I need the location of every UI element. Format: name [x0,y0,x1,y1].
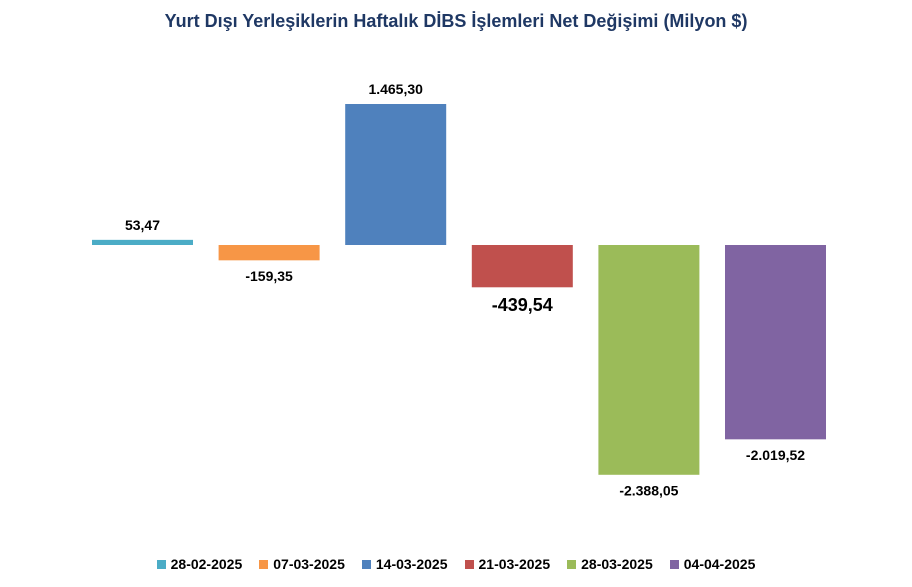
legend-swatch [464,559,474,569]
data-label-28-02-2025: 53,47 [125,217,160,233]
data-label-07-03-2025: -159,35 [245,268,293,284]
legend-item-07-03-2025: 07-03-2025 [259,556,345,572]
bar-21-03-2025 [471,245,573,288]
chart-legend: 28-02-2025 07-03-2025 14-03-2025 21-03-2025… [0,556,912,572]
chart-title: Yurt Dışı Yerleşiklerin Haftalık DİBS İş… [164,11,748,31]
legend-label: 28-02-2025 [170,556,243,572]
data-label-04-04-2025: -2.019,52 [746,447,805,463]
bar-07-03-2025 [218,245,320,261]
legend-item-28-02-2025: 28-02-2025 [156,556,243,572]
legend-item-21-03-2025: 21-03-2025 [464,556,551,572]
legend-item-14-03-2025: 14-03-2025 [361,556,448,572]
legend-label: 28-03-2025 [581,556,653,572]
data-label-21-03-2025: -439,54 [492,295,553,315]
bar-04-04-2025 [725,245,826,440]
bar-28-02-2025 [92,239,193,245]
legend-item-28-03-2025: 28-03-2025 [567,556,653,572]
legend-item-04-04-2025: 04-04-2025 [669,556,756,572]
data-label-14-03-2025: 1.465,30 [368,81,423,97]
legend-label: 04-04-2025 [683,556,756,572]
bar-14-03-2025 [345,104,447,245]
legend-swatch [669,559,679,569]
legend-swatch [156,559,166,569]
bar-28-03-2025 [598,245,700,475]
legend-swatch [259,559,269,569]
legend-label: 14-03-2025 [375,556,448,572]
legend-label: 21-03-2025 [478,556,551,572]
legend-swatch [567,559,577,569]
data-label-28-03-2025: -2.388,05 [619,482,678,498]
legend-swatch [361,559,371,569]
legend-label: 07-03-2025 [273,556,345,572]
